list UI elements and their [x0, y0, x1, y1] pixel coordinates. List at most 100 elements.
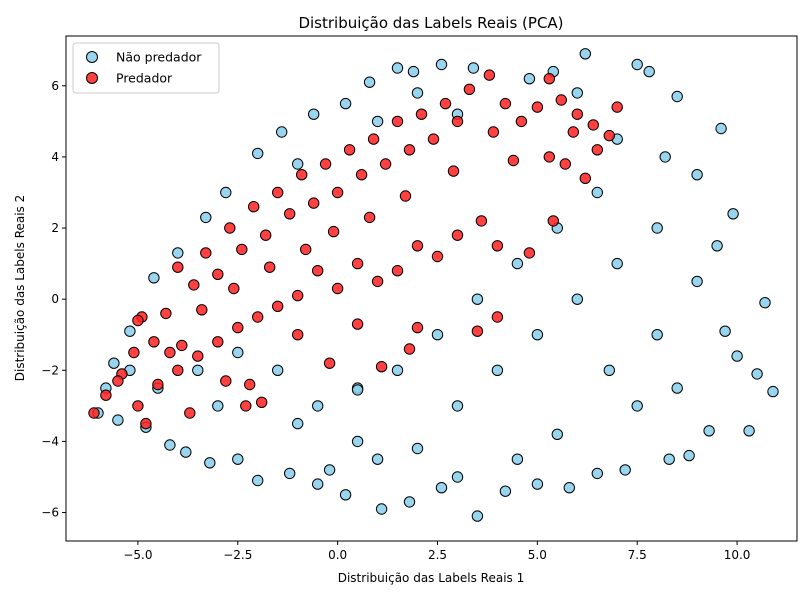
- scatter-point: [499, 97, 512, 110]
- scatter-point: [671, 90, 683, 103]
- scatter-point: [88, 407, 100, 419]
- y-tick-label: 6: [51, 79, 59, 93]
- scatter-point: [232, 453, 244, 465]
- scatter-point: [511, 257, 524, 270]
- scatter-point: [172, 364, 184, 376]
- scatter-point: [451, 400, 464, 412]
- scatter-point: [300, 243, 312, 256]
- scatter-point: [391, 115, 404, 128]
- scatter-point: [603, 364, 615, 376]
- scatter-point: [743, 425, 755, 437]
- scatter-point: [308, 108, 320, 120]
- scatter-point: [491, 311, 504, 323]
- scatter-point: [220, 375, 232, 387]
- y-tick-label: 0: [51, 292, 59, 306]
- scatter-point: [160, 307, 172, 320]
- scatter-point: [379, 158, 392, 170]
- scatter-point: [491, 364, 504, 376]
- series-nao-predador: [92, 48, 779, 522]
- scatter-point: [204, 457, 216, 469]
- scatter-point: [439, 97, 452, 110]
- legend-marker: [86, 51, 98, 63]
- scatter-point: [411, 87, 424, 99]
- scatter-point: [403, 496, 416, 508]
- scatter-point: [112, 414, 124, 426]
- scatter-point: [651, 329, 663, 341]
- scatter-point: [579, 48, 591, 60]
- scatter-point: [164, 346, 176, 359]
- scatter-point: [571, 293, 583, 305]
- legend-marker: [86, 72, 98, 84]
- scatter-point: [164, 439, 176, 451]
- scatter-point: [212, 336, 224, 348]
- scatter-point: [551, 428, 563, 440]
- scatter-point: [543, 151, 555, 163]
- scatter-point: [351, 384, 364, 396]
- scatter-point: [351, 257, 364, 270]
- scatter-point: [591, 144, 603, 156]
- scatter-point: [323, 464, 336, 476]
- scatter-point: [431, 250, 444, 263]
- scatter-point: [611, 101, 623, 113]
- scatter-point: [767, 385, 779, 398]
- x-tick-label: 5.0: [528, 548, 547, 562]
- scatter-point: [471, 510, 484, 522]
- scatter-point: [236, 243, 248, 256]
- scatter-point: [220, 186, 232, 199]
- scatter-point: [292, 289, 304, 302]
- scatter-point: [451, 115, 464, 128]
- scatter-point: [196, 304, 208, 316]
- scatter-point: [327, 225, 340, 238]
- x-tick-label: 0.0: [328, 548, 347, 562]
- scatter-point: [343, 144, 356, 156]
- scatter-point: [471, 293, 484, 305]
- scatter-point: [252, 147, 264, 160]
- scatter-point: [571, 87, 583, 99]
- scatter-point: [212, 268, 224, 280]
- scatter-point: [200, 247, 212, 259]
- scatter-point: [319, 158, 332, 170]
- scatter-point: [200, 211, 212, 224]
- scatter-point: [331, 186, 344, 199]
- scatter-point: [507, 154, 520, 167]
- scatter-point: [224, 222, 236, 234]
- scatter-point: [411, 442, 424, 455]
- scatter-point: [523, 247, 536, 259]
- scatter-point: [475, 215, 488, 227]
- scatter-point: [312, 265, 324, 277]
- scatter-point: [403, 144, 416, 156]
- scatter-point: [631, 58, 643, 71]
- scatter-point: [651, 222, 663, 234]
- scatter-point: [499, 485, 512, 497]
- scatter-point: [272, 300, 284, 312]
- scatter-point: [451, 229, 464, 241]
- scatter-point: [124, 325, 136, 337]
- scatter-point: [671, 382, 683, 394]
- scatter-point: [176, 339, 188, 352]
- scatter-point: [451, 471, 464, 483]
- x-tick-label: 2.5: [428, 548, 447, 562]
- scatter-point: [603, 129, 615, 142]
- scatter-point: [471, 325, 484, 337]
- scatter-point: [184, 407, 196, 419]
- scatter-point: [435, 58, 448, 71]
- scatter-point: [571, 108, 583, 120]
- scatter-point: [711, 240, 723, 252]
- scatter-point: [611, 257, 623, 270]
- scatter-point: [567, 126, 579, 138]
- scatter-point: [192, 364, 204, 376]
- scatter-point: [731, 350, 743, 362]
- scatter-point: [363, 211, 376, 224]
- scatter-point: [339, 97, 352, 110]
- scatter-point: [132, 400, 144, 412]
- plot-frame: [65, 35, 798, 542]
- scatter-point: [391, 364, 404, 376]
- scatter-point: [180, 446, 192, 458]
- scatter-point: [523, 73, 536, 85]
- y-tick-label: −2: [41, 363, 59, 377]
- scatter-point: [292, 329, 304, 341]
- scatter-point: [132, 314, 144, 327]
- scatter-point: [371, 275, 384, 288]
- scatter-point: [751, 368, 763, 380]
- x-axis-label: Distribuição das Labels Reais 1: [338, 571, 525, 585]
